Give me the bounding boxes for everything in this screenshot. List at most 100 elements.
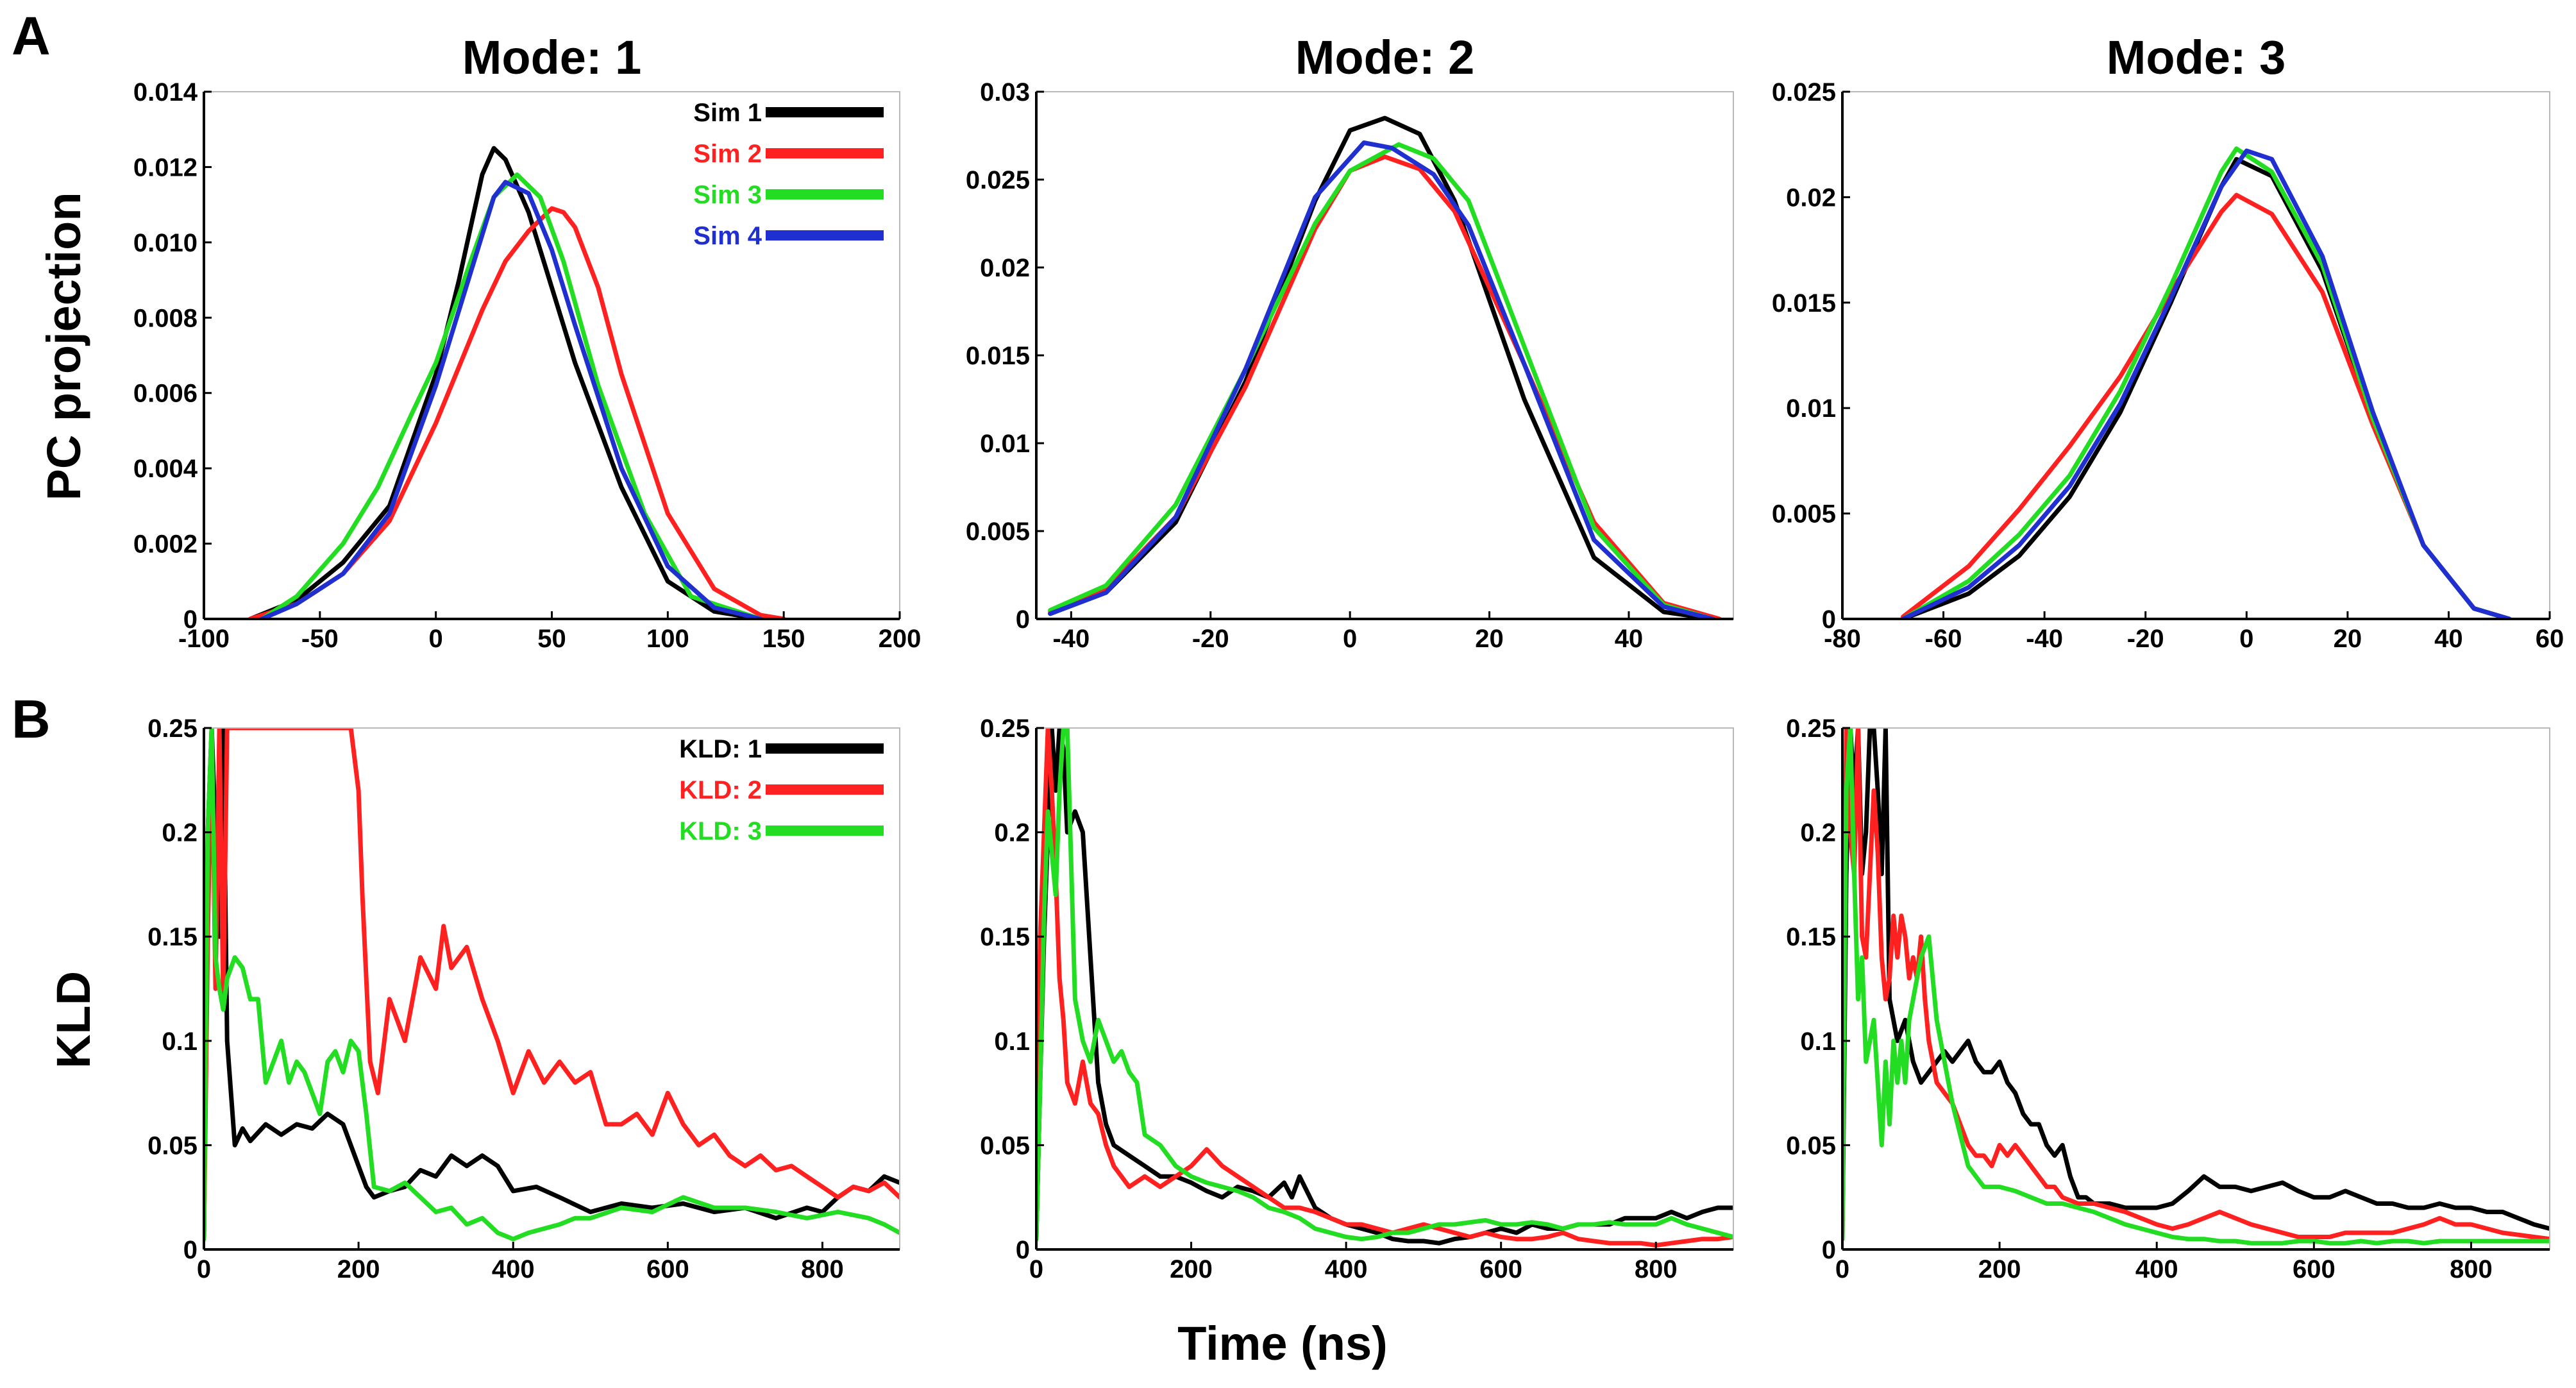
mode3-kld-ytick-label: 0.05	[1786, 1131, 1836, 1160]
mode3-pc-xtick-label: -60	[1925, 625, 1962, 653]
mode1-pc-series-4	[259, 180, 763, 619]
mode1-pc-xtick-label: 150	[762, 625, 805, 653]
mode3-kld-xtick-label: 200	[1978, 1255, 2021, 1283]
time-xlabel: Time (ns)	[1177, 1317, 1388, 1370]
mode1-pc-title: Mode: 1	[462, 31, 642, 84]
mode2-pc-ytick-label: 0.03	[980, 78, 1030, 106]
mode1-kld-ytick-label: 0.05	[147, 1131, 198, 1160]
mode1-kld-ytick-label: 0.2	[162, 819, 198, 847]
mode1-kld-xtick-label: 600	[646, 1255, 689, 1283]
mode1-kld-series-3	[204, 728, 900, 1242]
mode1-pc-xtick-label: -50	[301, 625, 339, 653]
mode2-kld-xtick-label: 400	[1325, 1255, 1368, 1283]
mode1-pc-xtick-label: 200	[879, 625, 922, 653]
mode1-kld-ytick-label: 0.15	[147, 923, 198, 951]
mode3-kld-ytick-label: 0.15	[1786, 923, 1836, 951]
mode2-kld-ytick-label: 0.1	[994, 1028, 1030, 1056]
mode1-pc-ytick-label: 0.014	[133, 78, 198, 106]
mode2-kld-ytick-label: 0.2	[994, 819, 1030, 847]
mode1-pc-xtick-label: 0	[429, 625, 443, 653]
mode3-kld-xtick-label: 800	[2450, 1255, 2493, 1283]
mode2-kld-series-3	[1036, 728, 1733, 1242]
mode3-kld-series-2	[1842, 728, 2550, 1242]
mode1-pc-ytick-label: 0.002	[133, 530, 198, 559]
mode2-pc-ytick-label: 0.005	[966, 518, 1030, 546]
mode2-pc-xtick-label: -40	[1052, 625, 1090, 653]
mode2-pc-xtick-label: -20	[1192, 625, 1229, 653]
mode1-kld-xtick-label: 400	[492, 1255, 535, 1283]
mode3-kld-ytick-label: 0.2	[1800, 819, 1836, 847]
mode1-pc-ytick-label: 0.006	[133, 380, 198, 408]
mode3-pc-ytick-label: 0.01	[1786, 394, 1836, 423]
mode2-pc-series-4	[1048, 140, 1715, 619]
mode1-pc-legend-label-2: Sim 2	[693, 140, 762, 168]
mode3-kld-series-1	[1842, 728, 2550, 1242]
mode3-pc-xtick-label: 20	[2334, 625, 2362, 653]
kld-ylabel: KLD	[47, 971, 100, 1069]
mode3-pc-ytick-label: 0.02	[1786, 183, 1836, 212]
mode3-pc-xtick-label: -40	[2026, 625, 2063, 653]
mode2-pc-series-1	[1048, 115, 1715, 619]
mode3-pc-title: Mode: 3	[2107, 31, 2286, 84]
mode3-pc-ytick-label: 0.015	[1772, 289, 1836, 317]
mode2-pc-xtick-label: 20	[1475, 625, 1504, 653]
mode1-pc-series-2	[248, 206, 786, 619]
mode2-pc-series-3	[1048, 142, 1715, 619]
mode1-kld-ytick-label: 0.25	[147, 715, 198, 743]
mode2-kld-ytick-label: 0.15	[980, 923, 1030, 951]
mode2-pc-ytick-label: 0.02	[980, 254, 1030, 282]
mode3-pc-xtick-label: 40	[2434, 625, 2463, 653]
mode3-pc-series-4	[1901, 148, 2512, 619]
mode1-kld-ytick-label: 0.1	[162, 1028, 198, 1056]
mode1-kld-series-2	[204, 728, 900, 1242]
mode3-pc-xtick-label: -80	[1824, 625, 1861, 653]
mode1-kld-xtick-label: 200	[337, 1255, 380, 1283]
mode1-pc-ytick-label: 0	[183, 605, 198, 634]
mode3-pc-xtick-label: 0	[2239, 625, 2253, 653]
mode2-pc-panel: Mode: 2 -40 -20 0 20 40 0 0.005 0.01 0.015 0.02 0.0…	[966, 31, 1734, 653]
mode3-pc-ytick-label: 0.005	[1772, 500, 1836, 529]
mode1-pc-series-1	[248, 146, 763, 619]
mode3-kld-xtick-label: 600	[2293, 1255, 2336, 1283]
mode2-pc-ytick-label: 0.025	[966, 166, 1030, 194]
mode1-kld-legend-label-2: KLD: 2	[679, 776, 762, 804]
mode3-kld-series-3	[1842, 728, 2550, 1246]
mode3-kld-xtick-label: 400	[2135, 1255, 2178, 1283]
mode1-pc-legend-label-3: Sim 3	[693, 181, 762, 209]
mode2-kld-xtick-label: 200	[1170, 1255, 1213, 1283]
mode2-pc-ytick-label: 0	[1016, 605, 1030, 634]
mode3-pc-ytick-label: 0.025	[1772, 78, 1836, 106]
panel-b-letter: B	[12, 689, 51, 749]
mode1-kld-legend-label-1: KLD: 1	[679, 735, 762, 763]
pc-projection-ylabel: PC projection	[37, 192, 90, 500]
mode1-kld-legend-label-3: KLD: 3	[679, 817, 762, 845]
mode2-pc-ytick-label: 0.01	[980, 430, 1030, 458]
mode2-kld-ytick-label: 0	[1016, 1236, 1030, 1264]
mode2-kld-xtick-label: 800	[1635, 1255, 1678, 1283]
mode1-pc-legend-label-1: Sim 1	[693, 99, 762, 127]
mode3-kld-ytick-label: 0	[1822, 1236, 1836, 1264]
mode1-kld-panel: 0 200 400 600 800 0 0.05 0.1 0.15 0.2 0.25 KLD: 1 KL…	[147, 715, 900, 1283]
mode1-kld-xtick-label: 800	[801, 1255, 844, 1283]
mode1-kld-ytick-label: 0	[183, 1236, 198, 1264]
mode1-kld-xtick-label: 0	[197, 1255, 211, 1283]
mode3-pc-xtick-label: 60	[2536, 625, 2564, 653]
mode1-pc-ytick-label: 0.010	[133, 229, 198, 257]
mode1-pc-xtick-label: 50	[537, 625, 566, 653]
panel-a-letter: A	[12, 6, 51, 66]
mode1-kld-series-1	[204, 728, 900, 1242]
mode1-pc-xtick-label: -100	[178, 625, 230, 653]
mode3-kld-panel: 0 200 400 600 800 0 0.05 0.1 0.15 0.2 0.25	[1786, 715, 2550, 1283]
mode2-pc-ytick-label: 0.015	[966, 342, 1030, 370]
mode2-kld-series-2	[1036, 728, 1733, 1248]
mode2-kld-panel: 0 200 400 600 800 0 0.05 0.1 0.15 0.2 0.25	[980, 715, 1734, 1283]
mode1-pc-ytick-label: 0.008	[133, 304, 198, 332]
mode3-pc-ytick-label: 0	[1822, 605, 1836, 634]
mode2-kld-ytick-label: 0.25	[980, 715, 1030, 743]
mode2-pc-title: Mode: 2	[1295, 31, 1475, 84]
mode3-pc-panel: Mode: 3 -80 -60 -40 -20 0 20 40 60 0 0.005 0.01 0.01…	[1772, 31, 2564, 653]
mode3-kld-ytick-label: 0.1	[1800, 1028, 1836, 1056]
mode1-pc-panel: Mode: 1 -100 -50 0 50 100 150 200 0 0.002 0.004 0.0…	[133, 31, 921, 653]
mode2-pc-xtick-label: 0	[1343, 625, 1357, 653]
